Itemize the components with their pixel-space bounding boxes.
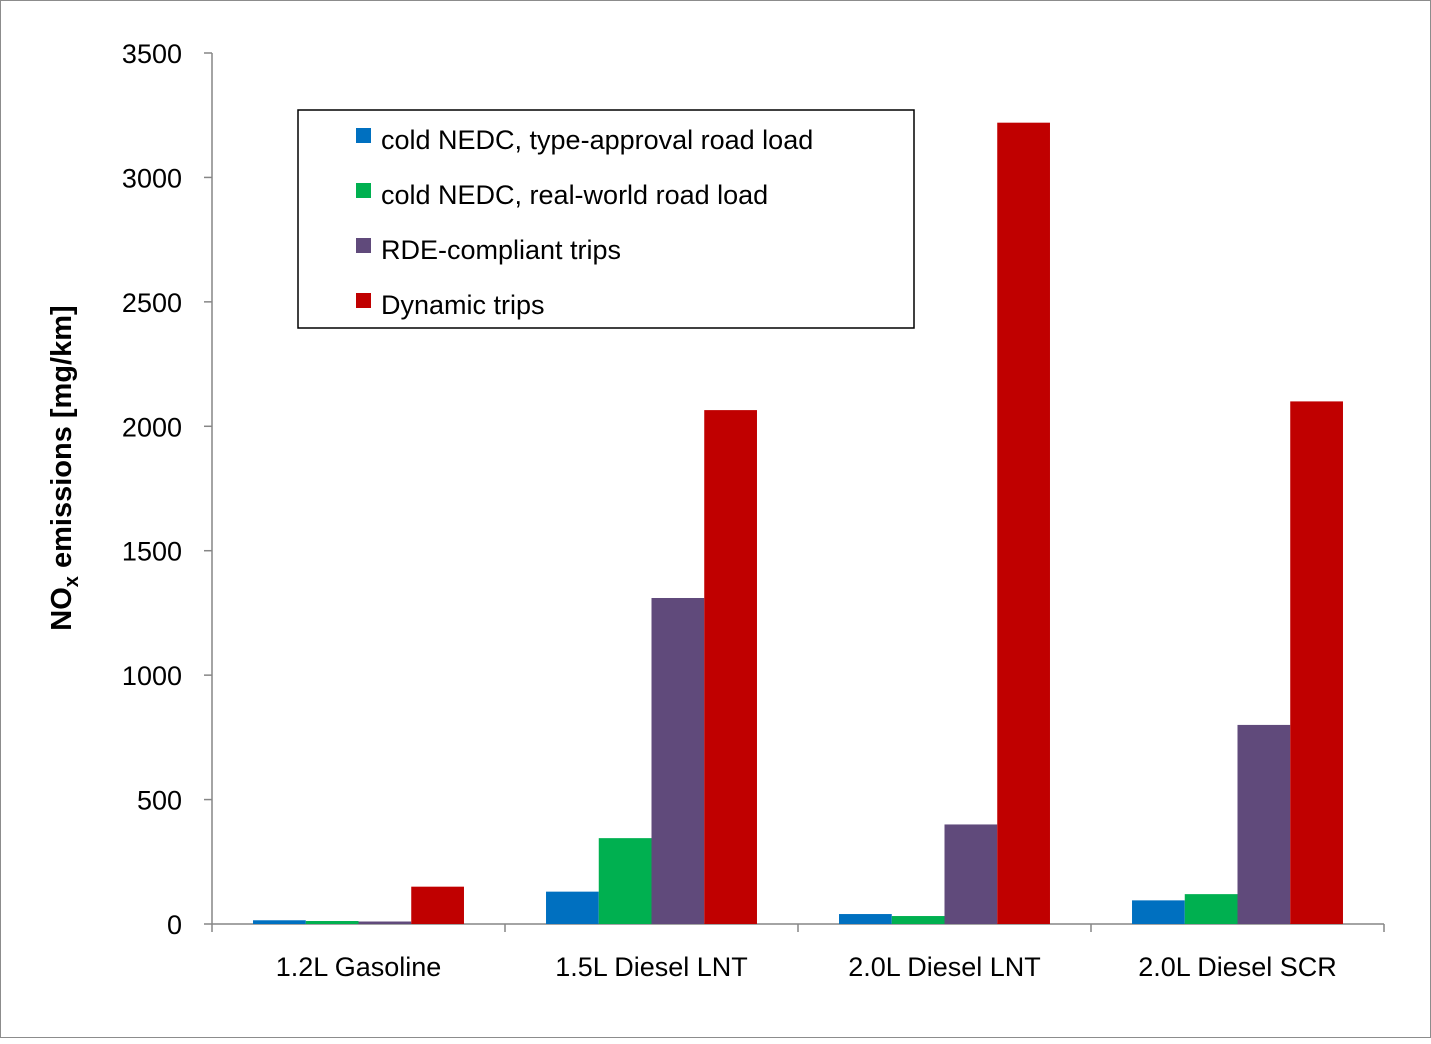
legend-swatch — [356, 293, 371, 308]
y-axis-label: NOx emissions [mg/km] — [46, 305, 83, 630]
y-tick-label: 500 — [137, 786, 182, 816]
y-tick-label: 2500 — [122, 288, 182, 318]
bar — [253, 920, 306, 924]
bar — [1184, 894, 1238, 924]
bar — [704, 410, 757, 924]
bar — [598, 838, 652, 924]
x-tick-label: 2.0L Diesel SCR — [1138, 952, 1337, 982]
y-tick-labels: 0 500 1000 1500 2000 2500 3000 3500 — [122, 39, 182, 940]
bar — [546, 891, 599, 924]
bar — [1237, 724, 1291, 924]
y-tick-label: 2000 — [122, 412, 182, 442]
bar — [411, 886, 464, 924]
legend-swatch — [356, 183, 371, 198]
x-tick-label: 2.0L Diesel LNT — [848, 952, 1041, 982]
legend-swatch — [356, 238, 371, 253]
x-tick-label: 1.2L Gasoline — [276, 952, 442, 982]
y-tick-label: 1500 — [122, 537, 182, 567]
bar — [997, 122, 1050, 925]
bar — [1290, 401, 1343, 924]
x-tick-labels: 1.2L Gasoline 1.5L Diesel LNT 2.0L Diesel … — [276, 952, 1337, 982]
legend-box — [297, 109, 915, 329]
bar — [358, 921, 412, 924]
bar — [651, 597, 705, 924]
legend: cold NEDC, type-approval road load cold N… — [297, 109, 915, 329]
bar — [305, 921, 359, 924]
y-tick-label: 3500 — [122, 39, 182, 69]
legend-swatch — [356, 128, 371, 143]
bar — [944, 824, 998, 924]
legend-label: cold NEDC, type-approval road load — [381, 125, 813, 155]
legend-label: cold NEDC, real-world road load — [381, 180, 768, 210]
y-tick-label: 1000 — [122, 661, 182, 691]
bar — [891, 916, 945, 924]
y-tick-label: 0 — [167, 910, 182, 940]
x-tick-label: 1.5L Diesel LNT — [555, 952, 748, 982]
legend-label: RDE-compliant trips — [381, 235, 621, 265]
bar — [839, 914, 892, 924]
bar — [1132, 900, 1185, 924]
y-tick-label: 3000 — [122, 163, 182, 193]
bars — [253, 122, 1343, 925]
legend-label: Dynamic trips — [381, 290, 545, 320]
